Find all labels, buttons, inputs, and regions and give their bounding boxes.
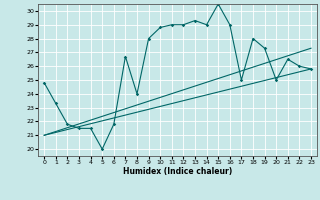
X-axis label: Humidex (Indice chaleur): Humidex (Indice chaleur) (123, 167, 232, 176)
